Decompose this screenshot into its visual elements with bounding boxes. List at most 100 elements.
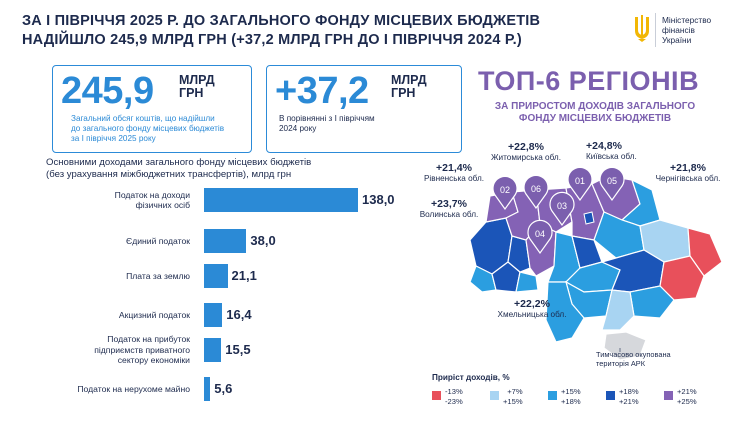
callout-chernihiv-pct: +21,8% [670,162,706,174]
legend-label: +7% +15% [503,387,523,406]
callout-volyn-pct: +23,7% [431,198,467,210]
occupied-note-2: територія АРК [596,359,646,368]
bar-category-label: Акцизний податок [40,310,190,321]
callout-chernihiv: +21,8% Чернігівська обл. [640,162,736,183]
svg-text:05: 05 [607,176,617,186]
logo-line-1: Міністерство [662,15,712,25]
callout-kyiv-name: Київська обл. [586,152,637,161]
callout-zhytomyr: +22,8% Житомирська обл. [466,141,586,162]
callout-volyn-name: Волинська обл. [419,210,479,219]
legend-label: -13% -23% [445,387,463,406]
top6-subtitle-2: ФОНДУ МІСЦЕВИХ БЮДЖЕТІВ [518,113,672,124]
callout-khmelnytskyi-name: Хмельницька обл. [497,310,567,319]
callout-kyiv: +24,8% Київська обл. [586,140,637,161]
map-region-zhytomyr [535,187,573,233]
marker-06: 06 [523,174,549,210]
kpi-growth-value: +37,2 [275,70,369,112]
map-region-kirovohrad [565,261,621,293]
svg-text:03: 03 [557,201,567,211]
legend-label-lower: -23% [445,396,463,406]
bar-value-label: 5,6 [214,381,233,396]
callout-rivne-name: Рівненська обл. [423,174,485,183]
bar-value-label: 38,0 [250,233,276,248]
callout-zhytomyr-pct: +22,8% [508,141,544,153]
legend-item: -13% -23% [432,387,463,406]
legend-label: +21% +25% [677,387,697,406]
bar-category-label-line: сектору економіки [117,355,190,366]
trident-icon [632,13,656,47]
legend-label-lower: +21% [619,396,639,406]
svg-text:02: 02 [500,185,510,195]
svg-text:01: 01 [575,176,585,186]
logo-line-2: фінансів [662,25,695,35]
bar-chart-title-1: Основними доходами загального фонду місц… [46,157,312,168]
legend-label-lower: +18% [561,396,581,406]
marker-05: 05 [599,166,625,202]
callout-rivne-pct: +21,4% [436,162,472,174]
kpi-card-growth: +37,2 МЛРД ГРН В порівнянні з І півріччя… [266,65,462,153]
callout-chernihiv-name: Чернігівська обл. [655,174,721,183]
legend-swatch [432,391,441,400]
bar-category-label-line: Податок на нерухоме майно [77,383,190,394]
map-region-sumy [620,178,661,227]
map-region-dnipro [600,249,665,293]
bar-category-label: Єдиний податок [40,236,190,247]
kpi-card-total: 245,9 МЛРД ГРН Загальний обсяг коштів, щ… [52,65,252,153]
bar [204,188,358,212]
kpi-growth-caption-1: В порівнянні з І півріччям [279,114,375,123]
legend-swatch [548,391,557,400]
map-region-lviv [469,217,513,275]
occupied-note-1: Тимчасово окупована [596,350,671,359]
map-region-donetsk [659,255,705,301]
bar-category-label-line: фізичних осіб [135,200,190,210]
logo-line-3: України [662,35,692,45]
map-region-ternopil [507,235,531,273]
bar-chart-title-2: (без урахування міжбюджетних трансфертів… [46,169,292,180]
callout-rivne: +21,4% Рівненська обл. [410,162,498,183]
map-region-zaporizhzhia [629,285,675,319]
bar-value-label: 21,1 [231,268,257,283]
legend-title: Приріст доходів, % [432,373,510,382]
legend-label-upper: +7% [507,387,523,396]
bar [204,264,228,288]
legend-label: +15% +18% [561,387,581,406]
callout-zhytomyr-name: Житомирська обл. [491,153,561,162]
legend-item: +18% +21% [606,387,639,406]
map-regions [469,175,723,361]
kpi-growth-unit-1: МЛРД [391,73,427,87]
marker-01: 01 [567,166,593,202]
map-region-poltava [593,211,645,259]
bar [204,303,223,327]
legend-label-upper: -13% [445,387,463,396]
logo-text: Міністерство фінансів України [662,15,711,45]
legend-swatch [664,391,673,400]
kpi-total-caption-2: до загального фонду місцевих бюджетів [71,124,225,133]
callout-volyn: +23,7% Волинська обл. [410,198,488,219]
callout-kyiv-pct: +24,8% [586,140,622,152]
legend-item: +7% +15% [490,387,523,406]
kpi-growth-unit-2: ГРН [391,86,416,100]
bar [204,229,247,253]
page-title: ЗА І ПІВРІЧЧЯ 2025 Р. ДО ЗАГАЛЬНОГО ФОНД… [22,12,582,50]
bar-category-label-line: Податок на доходи [114,189,190,200]
legend-swatch [490,391,499,400]
map-region-chernivtsi [515,271,539,293]
bar-category-label: Податок на нерухоме майно [40,384,190,395]
bar-value-label: 15,5 [225,342,251,357]
top6-subtitle: ЗА ПРИРОСТОМ ДОХОДІВ ЗАГАЛЬНОГО ФОНДУ МІ… [480,101,710,125]
title-line-1: ЗА І ПІВРІЧЧЯ 2025 Р. ДО ЗАГАЛЬНОГО ФОНД… [22,13,541,29]
bar-category-label-line: Єдиний податок [126,235,190,246]
svg-text:06: 06 [531,184,541,194]
kpi-total-caption-3: за І півріччя 2025 року [71,134,156,143]
kpi-total-caption-1: Загальний обсяг коштів, що надійшли [71,114,215,123]
legend-label-upper: +15% [561,387,581,396]
kpi-growth-caption-2: 2024 року [279,124,317,133]
legend-item: +15% +18% [548,387,581,406]
callout-khmelnytskyi: +22,2% Хмельницька обл. [470,298,594,319]
bar-category-label-line: підприємств приватного [94,344,190,355]
marker-04: 04 [527,219,553,255]
map-region-chernihiv [591,175,641,221]
legend-item: +21% +25% [664,387,697,406]
legend-swatch [606,391,615,400]
map-region-vinnytsia [547,231,581,283]
